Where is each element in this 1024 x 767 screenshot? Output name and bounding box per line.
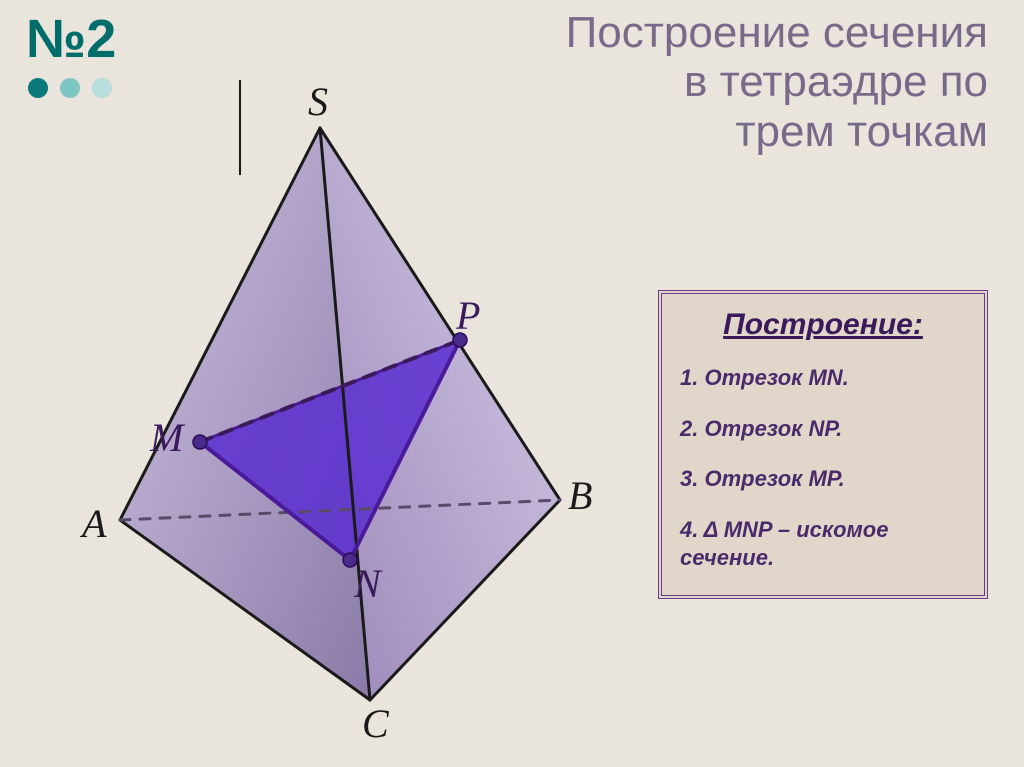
construction-step: 3. Отрезок MP. (680, 465, 966, 494)
point-label-n: N (354, 560, 381, 607)
vertex-label-s: S (308, 78, 328, 125)
construction-step: 4. Δ MNP – искомое сечение. (680, 516, 966, 573)
point-label-p: P (456, 292, 480, 339)
title-line-1: Построение сечения (566, 8, 988, 57)
title-line-2: в тетраэдре по (566, 57, 988, 106)
bullet-1 (28, 78, 48, 98)
tetrahedron-diagram: S A B C M N P (60, 80, 620, 720)
construction-step: 2. Отрезок NP. (680, 415, 966, 444)
slide-page: №2 Построение сечения в тетраэдре по тре… (0, 0, 1024, 767)
vertex-label-a: A (82, 500, 106, 547)
point-label-m: M (150, 414, 183, 461)
vertex-label-b: B (568, 472, 592, 519)
construction-panel: Построение: 1. Отрезок MN. 2. Отрезок NP… (658, 290, 988, 599)
vertex-label-c: C (362, 700, 389, 747)
title-line-3: трем точкам (566, 107, 988, 156)
problem-number: №2 (26, 8, 116, 70)
slide-title: Построение сечения в тетраэдре по трем т… (566, 8, 988, 156)
construction-heading: Построение: (680, 308, 966, 342)
construction-step: 1. Отрезок MN. (680, 364, 966, 393)
